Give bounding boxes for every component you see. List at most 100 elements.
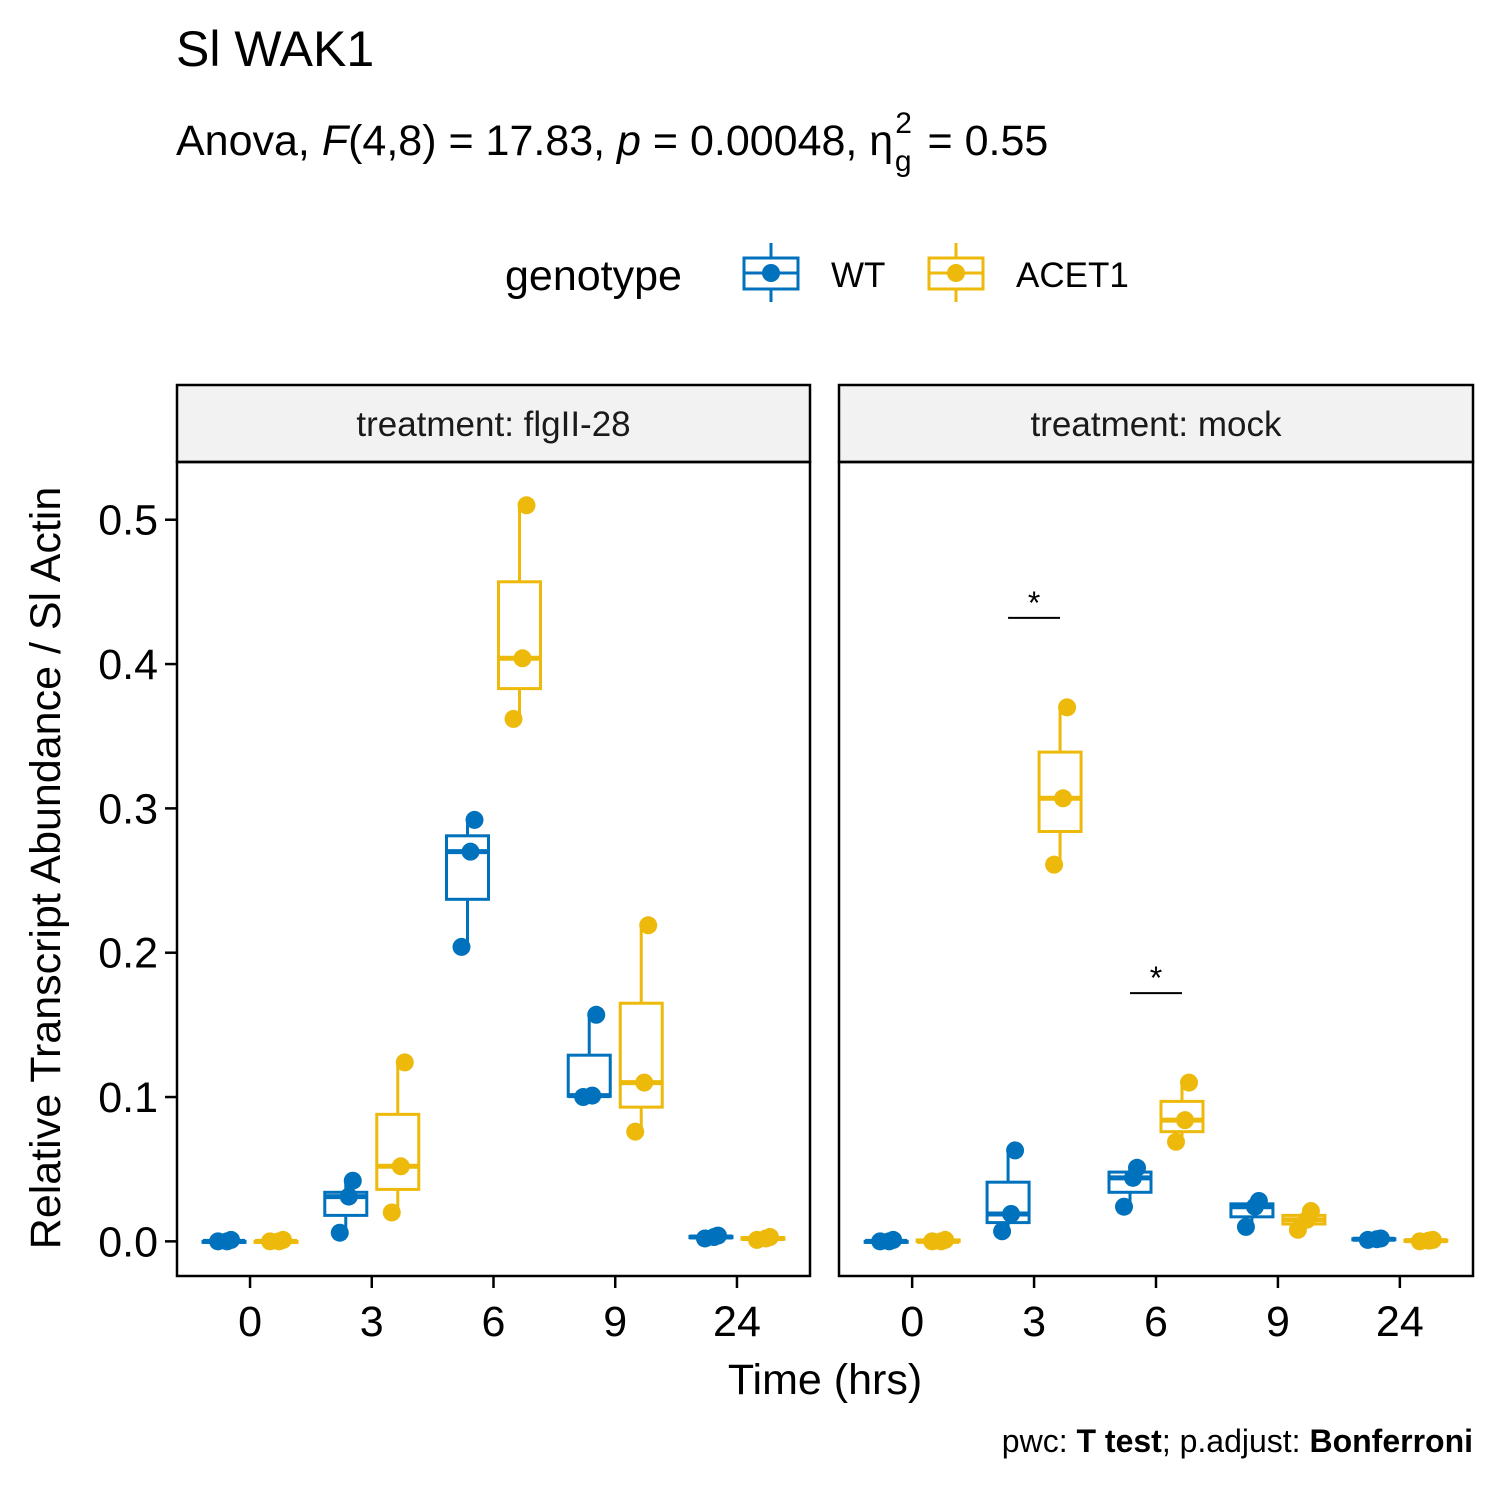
data-point — [274, 1230, 293, 1249]
box-wt-3 — [985, 1141, 1031, 1241]
panels: treatment: flgII-28 0 3 6 9 24 treatment: mock… — [175, 383, 1475, 1346]
data-point — [1423, 1230, 1442, 1249]
data-point — [626, 1122, 645, 1141]
significance-6: * — [1130, 960, 1182, 996]
x-tick-label: 0 — [238, 1298, 262, 1346]
x-tick-label: 9 — [1266, 1298, 1290, 1346]
data-point — [1128, 1158, 1146, 1177]
y-tick-label: 0.0 — [98, 1218, 158, 1266]
data-point — [587, 1005, 606, 1024]
y-tick-label: 0.5 — [98, 497, 158, 545]
data-point — [1054, 789, 1073, 808]
panel-1: treatment: flgII-28 0 3 6 9 24 — [175, 383, 812, 1346]
legend-title: genotype — [505, 252, 682, 300]
box-wt-6 — [1107, 1158, 1153, 1216]
data-point — [1006, 1141, 1025, 1160]
data-point — [635, 1073, 654, 1092]
x-tick-label: 3 — [1022, 1298, 1046, 1346]
box-acet1-24 — [740, 1228, 786, 1249]
y-axis: 0.0 0.1 0.2 0.3 0.4 0.5 — [98, 497, 177, 1266]
data-point — [222, 1230, 241, 1249]
subtitle-subscript: g — [895, 145, 912, 178]
facet-strip-label: treatment: mock — [1031, 405, 1282, 444]
box-body — [1037, 750, 1083, 833]
data-point — [708, 1226, 727, 1245]
x-tick-label: 0 — [900, 1298, 924, 1346]
box-wt-9 — [1229, 1191, 1275, 1236]
box-acet1-6 — [497, 496, 542, 728]
box-acet1-0 — [915, 1230, 961, 1251]
data-point — [1176, 1111, 1194, 1130]
data-point — [1371, 1229, 1390, 1248]
box-wt-6 — [445, 810, 490, 956]
subtitle-superscript: 2 — [895, 107, 912, 140]
data-point — [583, 1086, 602, 1105]
box-acet1-6 — [1159, 1073, 1205, 1151]
data-point — [461, 842, 480, 861]
box-acet1-9 — [1281, 1202, 1327, 1239]
significance-3: * — [1008, 585, 1061, 621]
x-axis-label: Time (hrs) — [728, 1356, 922, 1404]
data-point — [1301, 1202, 1320, 1221]
x-tick-label: 3 — [360, 1298, 384, 1346]
caption-adjust: Bonferroni — [1309, 1423, 1473, 1459]
data-point — [1002, 1204, 1021, 1223]
data-point — [1180, 1073, 1198, 1092]
data-point — [465, 810, 484, 829]
box-wt-0 — [201, 1230, 247, 1251]
caption-text-2: ; p.adjust: — [1162, 1423, 1310, 1459]
box-wt-24 — [1351, 1229, 1397, 1249]
caption-method: T test — [1076, 1423, 1162, 1459]
x-tick-label: 6 — [482, 1298, 506, 1346]
subtitle-text-4: = 0.55 — [916, 117, 1049, 165]
x-tick-label: 24 — [713, 1298, 761, 1346]
data-point — [936, 1230, 955, 1249]
panel-border — [837, 460, 1475, 1278]
box-wt-9 — [566, 1005, 612, 1107]
y-axis-label: Relative Transcript Abundance / Sl Actin — [22, 487, 70, 1249]
subtitle-text-1: Anova, — [176, 117, 322, 165]
box-body — [375, 1112, 421, 1191]
legend-label: WT — [831, 256, 885, 295]
box-body — [497, 580, 542, 691]
data-point — [330, 1223, 349, 1242]
x-tick-label: 24 — [1376, 1298, 1424, 1346]
subtitle-text-2: (4,8) = 17.83, — [348, 117, 617, 165]
legend-key-point — [947, 264, 965, 282]
data-point — [1249, 1191, 1268, 1210]
legend-keys: WT ACET1 — [742, 243, 1129, 302]
data-point — [343, 1171, 362, 1190]
chart-title: Sl WAK1 — [176, 21, 374, 77]
data-point — [339, 1187, 358, 1206]
box-acet1-3 — [1037, 698, 1083, 874]
data-point — [884, 1230, 903, 1249]
data-point — [382, 1203, 401, 1222]
y-tick-label: 0.3 — [98, 785, 158, 833]
box-acet1-24 — [1403, 1230, 1449, 1251]
box-acet1-9 — [618, 916, 664, 1141]
legend: genotype WT ACET1 — [505, 243, 1129, 302]
box-wt-0 — [863, 1230, 909, 1251]
caption: pwc: T test; p.adjust: Bonferroni — [1002, 1423, 1473, 1459]
subtitle-text-3: = 0.00048, η — [641, 117, 893, 165]
legend-item-wt: WT — [742, 243, 885, 302]
y-tick-label: 0.1 — [98, 1074, 158, 1122]
box-wt-24 — [688, 1226, 734, 1248]
subtitle-p-symbol: p — [615, 117, 641, 165]
data-point — [1115, 1197, 1133, 1216]
panel-2: treatment: mock 0 3 6 9 24 * * — [837, 383, 1475, 1346]
box-body — [618, 1001, 664, 1109]
chart-subtitle: Anova, F(4,8) = 17.83, p = 0.00048, η2 g … — [176, 107, 1048, 178]
box-wt-3 — [323, 1171, 369, 1242]
legend-item-acet1: ACET1 — [927, 243, 1129, 302]
y-tick-label: 0.4 — [98, 641, 158, 689]
data-point — [760, 1228, 779, 1247]
data-point — [1167, 1132, 1185, 1151]
x-tick-label: 9 — [603, 1298, 627, 1346]
data-point — [517, 496, 536, 515]
data-point — [395, 1053, 414, 1072]
data-point — [993, 1222, 1012, 1241]
box-acet1-0 — [253, 1230, 299, 1251]
facet-strip-label: treatment: flgII-28 — [356, 405, 630, 444]
